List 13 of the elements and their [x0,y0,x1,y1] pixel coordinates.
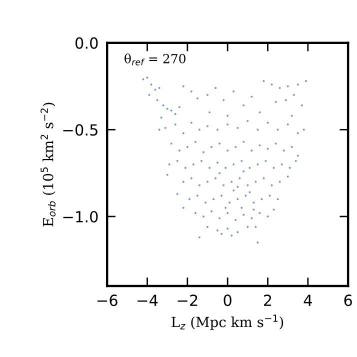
x-tick-label: 2 [264,294,272,306]
x-tick-label: −6 [97,294,118,306]
x-tick-label: 6 [344,294,352,306]
y-tick-label: 0.0 [75,37,98,49]
annotation: θ$_{ref}$ = 270 [124,54,186,66]
x-tick-label: −2 [178,294,198,306]
x-tick-label: 0 [224,294,232,306]
y-tick-label: −1.0 [63,210,98,223]
x-tick-label: −4 [138,294,158,306]
y-tick-label: −0.5 [63,124,98,136]
x-axis-title: L$_{z}$ (Mpc km s$^{−1}$) [172,314,284,330]
x-tick-label: 4 [304,294,312,306]
text: E$_{orb}$ (10$^{5}$ km$^{2}$ s$^{−2}$) [40,102,56,226]
